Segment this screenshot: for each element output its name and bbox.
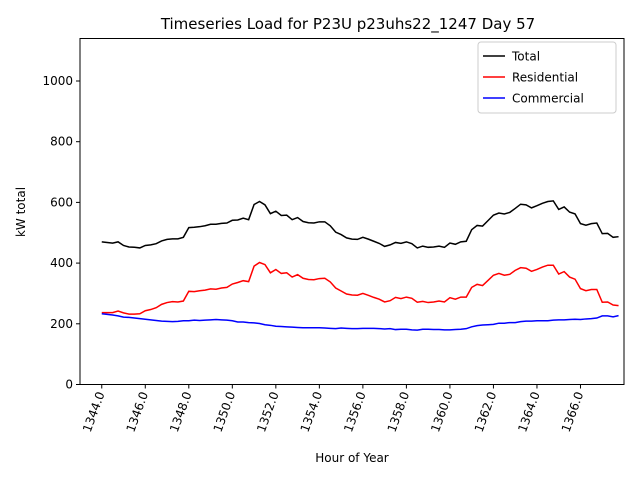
x-tick-label: 1366.0 [559,390,587,434]
x-axis-ticks: 1344.0 1346.0 1348.0 1350.0 1352.0 1354.0 1356… [80,384,587,434]
x-tick-label: 1362.0 [472,390,500,434]
y-tick-label: 0 [65,378,73,392]
legend-label-residential: Residential [512,71,578,85]
y-axis-ticks: 0 200 400 600 800 1000 [42,74,80,392]
y-tick-label: 600 [50,195,73,209]
y-tick-label: 800 [50,135,73,149]
legend-box [477,41,617,114]
y-axis-label: kW total [14,187,28,237]
x-tick-label: 1364.0 [515,390,543,434]
x-tick-label: 1356.0 [341,390,369,434]
y-tick-label: 400 [50,256,73,270]
x-tick-label: 1358.0 [385,390,413,434]
y-tick-label: 1000 [42,74,73,88]
legend-label-total: Total [511,50,540,64]
legend: Total Residential Commercial [477,41,617,114]
x-tick-label: 1352.0 [254,390,282,434]
x-axis-label: Hour of Year [315,451,389,465]
series-line-residential [101,261,619,315]
chart-title: Timeseries Load for P23U p23uhs22_1247 D… [160,15,535,34]
series-layer [101,200,619,331]
legend-label-commercial: Commercial [512,92,584,106]
x-tick-label: 1348.0 [167,390,195,434]
series-line-commercial [101,313,619,331]
x-tick-label: 1350.0 [211,390,239,434]
x-tick-label: 1344.0 [80,390,108,434]
x-tick-label: 1346.0 [124,390,152,434]
y-tick-label: 200 [50,317,73,331]
plot-frame [79,38,625,385]
series-line-total [101,200,619,249]
x-tick-label: 1354.0 [298,390,326,434]
x-tick-label: 1360.0 [428,390,456,434]
